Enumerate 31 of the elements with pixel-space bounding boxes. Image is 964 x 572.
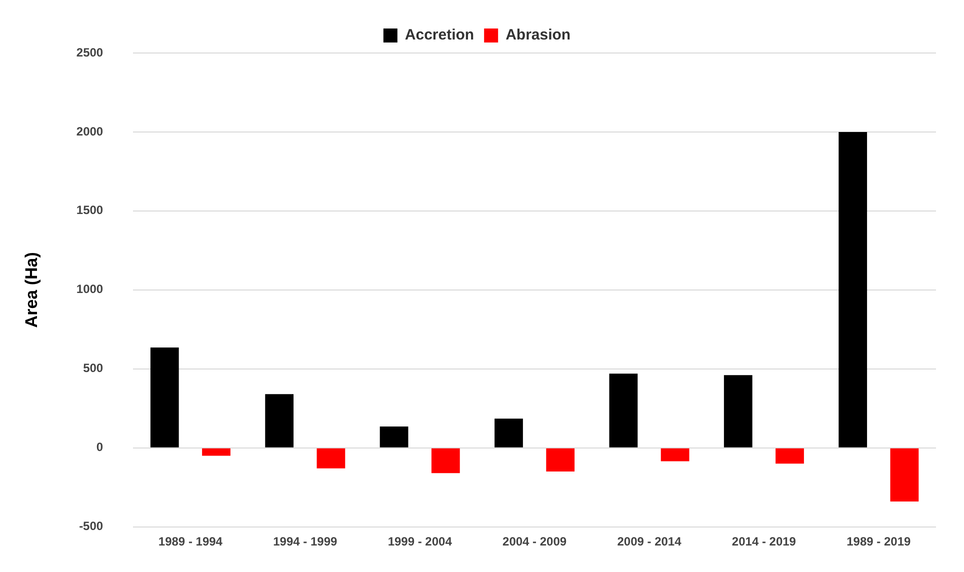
y-tick-label: -500 (79, 519, 104, 534)
bar (202, 448, 230, 456)
x-tick-label: 2014 - 2019 (732, 534, 796, 548)
x-tick-label: 1989 - 1994 (158, 534, 223, 548)
bar (150, 348, 179, 448)
bar (265, 394, 294, 448)
bar (546, 448, 575, 472)
x-tick-label: 1999 - 2004 (388, 534, 452, 548)
x-tick-label: 2004 - 2009 (502, 534, 567, 548)
x-tick-label: 1989 - 2019 (846, 534, 911, 548)
legend-label: Accretion (404, 26, 474, 44)
bar (838, 132, 868, 448)
y-tick-label: 2000 (76, 124, 104, 138)
legend-label: Abrasion (506, 26, 571, 44)
bar (660, 448, 690, 462)
y-tick-label: 0 (96, 440, 104, 454)
x-tick-label: 1994 - 1999 (273, 534, 338, 548)
bar (494, 418, 523, 448)
bar (431, 448, 460, 474)
bar (890, 448, 919, 502)
bar (724, 375, 752, 448)
bar (776, 448, 804, 464)
x-tick-label: 2009 - 2014 (617, 534, 682, 548)
y-tick-label: 2500 (76, 45, 104, 60)
bar (609, 374, 638, 448)
y-tick-label: 1000 (76, 282, 104, 296)
bar (380, 426, 408, 448)
y-tick-label: 1500 (76, 203, 104, 218)
y-tick-label: 500 (83, 361, 104, 376)
bar (316, 448, 346, 468)
y-axis-title: Area (Ha) (22, 252, 41, 328)
